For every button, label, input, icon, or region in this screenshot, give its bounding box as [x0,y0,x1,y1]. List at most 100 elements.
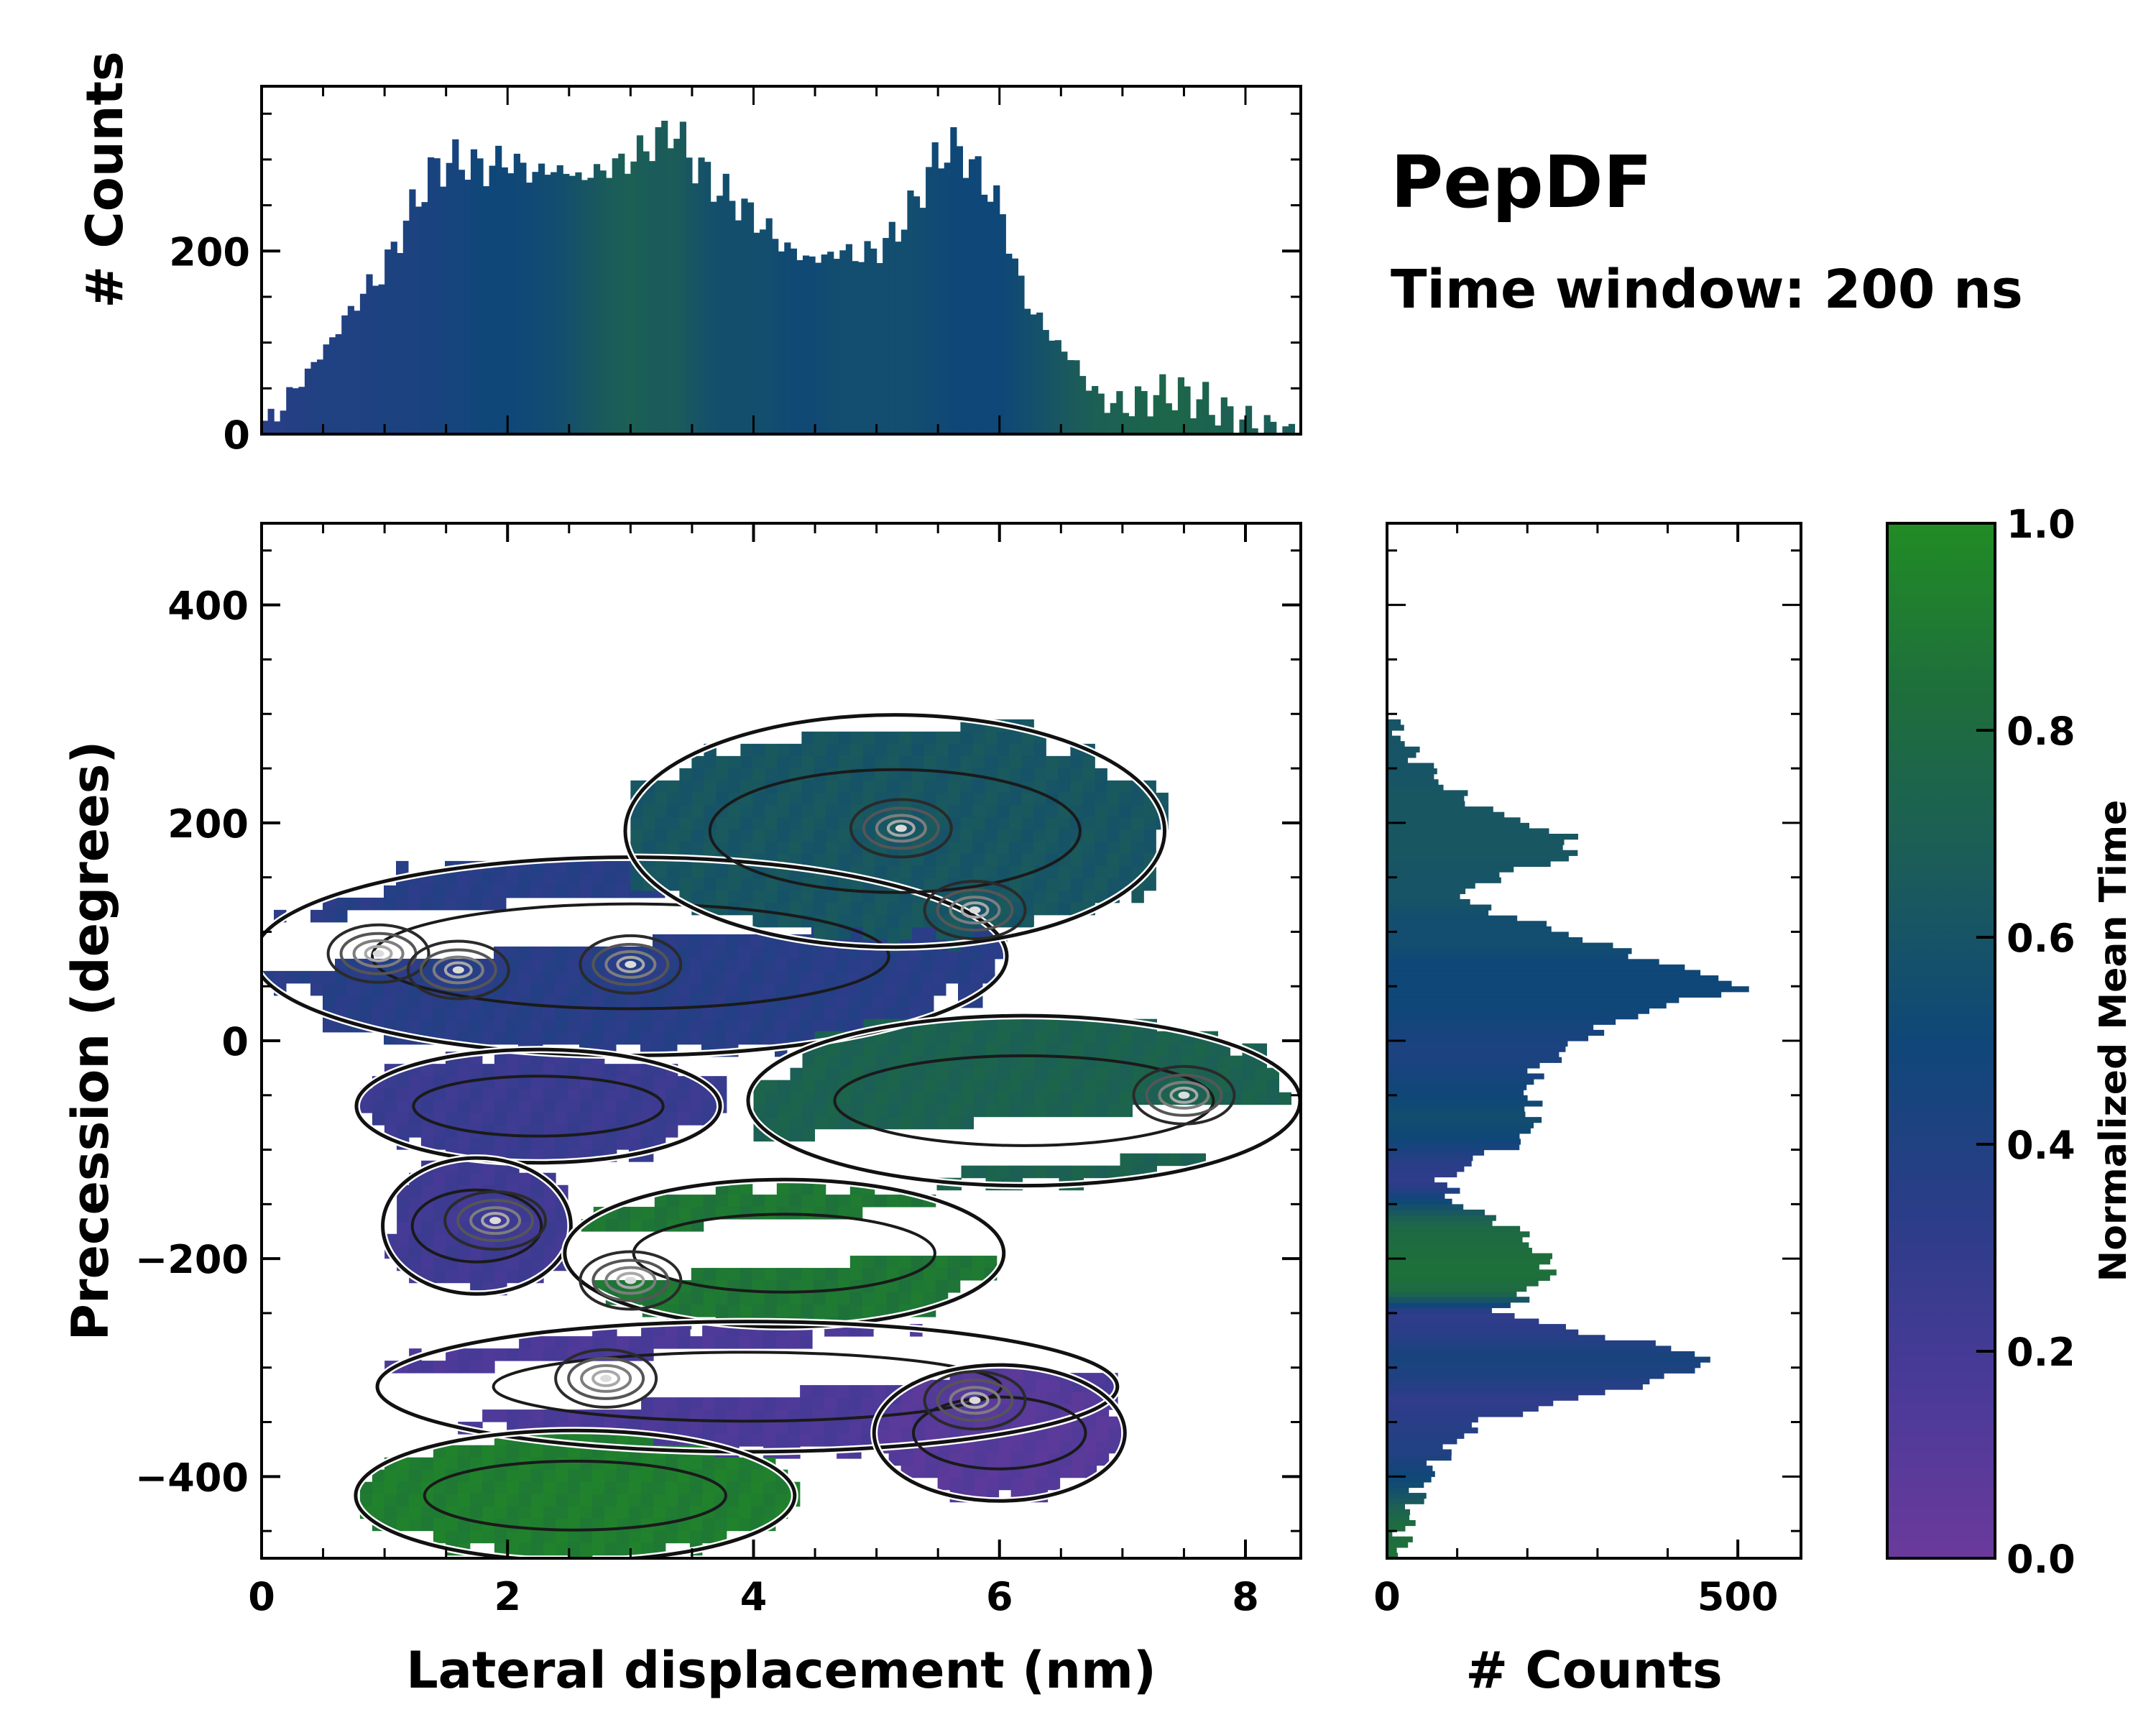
main-map-cell [790,1080,803,1093]
main-map-cell [433,885,446,898]
main-map-cell [567,885,580,898]
right-histogram-bar [1387,1416,1478,1423]
main-map-cell [849,1292,863,1305]
main-map-cell [689,934,702,947]
main-map-cell [665,1469,678,1483]
top-histogram-bar [483,186,490,434]
main-map-cell [765,768,778,781]
main-map-cell [665,1530,678,1544]
main-map-cell [655,780,668,794]
main-map-cell [579,983,592,996]
top-histogram-bar [568,175,576,435]
main-map-cell [543,1336,556,1349]
main-map-cell [642,829,655,842]
main-map-cell [567,1457,581,1471]
main-map-cell [420,1076,434,1089]
right-histogram-bar [1387,1346,1672,1352]
main-map-cell [1144,1055,1157,1069]
main-map-peak-center [969,906,981,914]
main-map-cell [738,1518,752,1532]
right-histogram-bar [1387,888,1466,894]
right-histogram-bar [1387,1297,1530,1303]
top-histogram-bar [1220,397,1227,434]
main-map-cell [1120,1104,1133,1118]
main-map-cell [567,1506,581,1519]
main-map-cell [826,1055,839,1069]
main-map-cell [494,983,507,996]
main-map-cell [482,1361,495,1374]
main-map-cell [972,755,985,769]
main-map-cell [716,865,729,879]
main-map-cell [457,1113,471,1126]
main-map-cell [518,1064,532,1077]
top-histogram-bar [563,173,570,434]
main-map-cell [507,1409,520,1422]
main-map-cell [1071,1018,1084,1032]
right-histogram-bar [1387,1362,1701,1368]
main-map-cell [518,1031,531,1045]
main-map-cell [888,1092,900,1105]
main-map-cell [811,946,824,960]
main-map-cell [1082,780,1095,794]
right-histogram-bar [1387,850,1578,856]
main-map-cell [726,983,739,996]
main-map-peak-center [1178,1091,1190,1099]
main-map-cell [629,1409,642,1422]
main-map-cell [1058,829,1071,842]
main-map-cell [887,914,900,928]
main-map-cell [579,1555,593,1558]
right-histogram-bar [1387,959,1659,965]
main-map-contour [632,1213,936,1294]
main-map-peak-center [625,960,637,968]
main-map-cell [1058,890,1071,903]
main-map-cell [445,1064,459,1077]
main-map-cell [765,841,778,855]
main-map-cell [372,1481,385,1495]
main-map-cell [850,804,863,818]
main-map-cell [445,1530,459,1544]
main-map-cell [469,1100,483,1113]
main-map-cell [775,1031,788,1045]
main-map-cell [579,1019,592,1033]
main-map-cell [714,934,727,947]
main-map-cell [1107,1104,1120,1118]
main-map-cell [506,1100,520,1113]
main-map-cell [778,1080,791,1093]
main-map-cell [616,873,629,886]
main-map-cell [1230,1055,1243,1069]
main-map-cell [1083,1092,1096,1105]
main-map-cell [1022,1067,1035,1081]
main-map-cell [923,902,936,916]
main-map-peak-contour [849,798,953,859]
main-map-cell [579,1494,593,1507]
main-map-cell [384,1506,397,1519]
main-map-cell [653,1076,666,1089]
right-histogram-bar [1387,1422,1472,1428]
main-map-cell [704,890,717,903]
right-histogram-bar [1387,1514,1410,1521]
main-map-cell [384,897,397,911]
main-map-cell [1107,780,1120,794]
main-map-cell [875,1116,888,1130]
top-histogram-bar [1239,419,1246,434]
main-map-cell [384,983,397,996]
colorbar-tick-label: 0.0 [2007,1537,2076,1582]
main-map-cell [728,755,741,769]
main-map-cell [1021,743,1034,757]
main-map-cell [813,1268,826,1281]
main-map-cell [469,1076,483,1089]
main-map-cell [701,1518,715,1532]
main-map-cell [1082,841,1095,855]
main-map-cell [1021,816,1034,830]
main-map-cell [838,829,851,842]
main-map-cell [665,1397,678,1410]
main-map-cell [628,995,641,1008]
main-map-xtick-label: 2 [494,1574,521,1619]
main-map-cell [714,1409,727,1422]
main-map-cell [420,1457,434,1471]
main-map-cell [972,780,985,794]
main-map-cell [923,1268,936,1281]
top-histogram-bar [950,126,957,434]
right-histogram-bar [1387,1498,1424,1504]
main-map-cell [765,1104,778,1118]
